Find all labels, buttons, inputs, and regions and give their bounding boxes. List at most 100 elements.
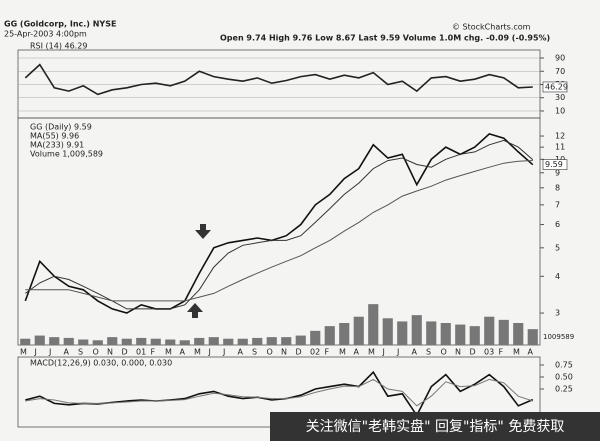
volume-bar <box>34 335 45 345</box>
y-tick-label: 10 <box>555 155 565 164</box>
volume-bar <box>121 338 132 345</box>
y-tick-label: 4 <box>555 272 560 281</box>
legend-entry: RSI (14) 46.29 <box>30 42 87 51</box>
x-tick-label: M <box>20 348 27 357</box>
legend-entry: MA(233) 9.91 <box>30 141 84 150</box>
y-tick-label: 10 <box>555 106 565 115</box>
x-tick-label: M <box>339 348 346 357</box>
volume-bar <box>179 340 190 345</box>
y-tick-label: 11 <box>555 143 565 152</box>
arrow-up <box>187 303 203 318</box>
volume-last: 1009589 <box>543 333 574 341</box>
volume-bar <box>281 337 292 345</box>
symbol: GG (Goldcorp, Inc.) NYSE <box>4 20 116 29</box>
y-tick-label: 0.75 <box>555 361 573 370</box>
x-tick-label: M <box>194 348 201 357</box>
x-tick-label: O <box>267 348 273 357</box>
x-tick-label: 03 <box>484 348 494 357</box>
panel-title: MACD(12,26,9) 0.030, 0.000, 0.030 <box>30 359 172 368</box>
volume-bar <box>469 326 480 345</box>
x-tick-label: O <box>93 348 99 357</box>
x-tick-label: A <box>238 348 244 357</box>
volume-bar <box>353 316 364 345</box>
last-value: 9.59 <box>545 160 563 169</box>
last-box <box>542 81 568 93</box>
x-tick-label: D <box>296 348 302 357</box>
watermark-text: 关注微信"老韩实盘" 回复"指标" 免费获取 <box>306 418 565 435</box>
volume-bar <box>194 337 205 345</box>
x-tick-label: F <box>499 348 504 357</box>
volume-bar <box>513 323 524 345</box>
volume-bar <box>208 337 219 345</box>
volume-bar <box>237 338 248 345</box>
x-tick-label: N <box>107 348 113 357</box>
volume-bar <box>252 337 263 345</box>
volume-bar <box>49 337 60 345</box>
x-tick-label: O <box>441 348 447 357</box>
y-tick-label: 9 <box>555 168 560 177</box>
legend-entry: MA(55) 9.96 <box>30 132 79 141</box>
volume-bar <box>20 338 31 345</box>
volume-bar <box>295 335 306 345</box>
y-tick-label: 6 <box>555 220 560 229</box>
x-tick-label: M <box>513 348 520 357</box>
volume-bar <box>107 337 118 345</box>
legend-entry: GG (Daily) 9.59 <box>30 123 92 132</box>
x-tick-label: F <box>325 348 330 357</box>
watermark: 关注微信"老韩实盘" 回复"指标" 免费获取 <box>270 412 600 441</box>
series-line <box>25 378 533 407</box>
y-tick-label: 90 <box>555 54 565 63</box>
x-tick-label: J <box>222 348 225 357</box>
last-value: 46.29 <box>545 82 568 91</box>
volume-bar <box>63 337 74 345</box>
x-tick-label: J <box>396 348 399 357</box>
x-tick-label: J <box>208 348 211 357</box>
watermark-bg <box>270 412 600 441</box>
volume-bar <box>339 323 350 345</box>
volume-bar <box>426 321 437 345</box>
arrow-down <box>195 224 211 239</box>
series-line <box>25 139 534 310</box>
volume-bar <box>324 326 335 345</box>
x-tick-label: D <box>122 348 128 357</box>
y-tick-label: 30 <box>555 93 565 102</box>
x-tick-label: M <box>165 348 172 357</box>
y-tick-label: 0.25 <box>555 385 573 394</box>
quote: Open 9.74 High 9.76 Low 8.67 Last 9.59 V… <box>220 34 550 43</box>
x-tick-label: S <box>426 348 431 357</box>
volume-bar <box>368 304 379 345</box>
volume-bar <box>527 329 538 345</box>
volume-bar <box>440 323 451 345</box>
x-tick-label: S <box>78 348 83 357</box>
volume-bar <box>92 340 103 345</box>
volume-bar <box>266 337 277 345</box>
series-line <box>24 133 534 314</box>
volume-bar <box>397 321 408 345</box>
volume-bar <box>498 319 509 345</box>
volume-bar <box>411 315 422 345</box>
x-tick-label: A <box>180 348 186 357</box>
volume-bar <box>455 324 466 345</box>
y-tick-label: 0.50 <box>555 373 573 382</box>
series-line <box>24 63 533 96</box>
x-tick-label: A <box>354 348 360 357</box>
x-tick-label: D <box>470 348 476 357</box>
x-tick-label: N <box>281 348 287 357</box>
x-tick-label: J <box>48 348 51 357</box>
price-frame <box>17 117 541 346</box>
last-box <box>542 159 568 170</box>
y-tick-label: 7 <box>555 200 560 209</box>
series-line <box>25 160 533 302</box>
volume-bar <box>484 316 495 345</box>
y-tick-label: 12 <box>555 132 565 141</box>
x-tick-label: M <box>368 348 375 357</box>
series-line <box>25 370 534 417</box>
x-tick-label: 02 <box>310 348 320 357</box>
x-tick-label: 01 <box>136 348 146 357</box>
rsi-frame <box>17 49 541 119</box>
volume-bar <box>382 318 393 345</box>
source: © StockCharts.com <box>452 23 531 32</box>
legend-entry: Volume 1,009,589 <box>30 150 103 159</box>
volume-bar <box>310 330 321 345</box>
